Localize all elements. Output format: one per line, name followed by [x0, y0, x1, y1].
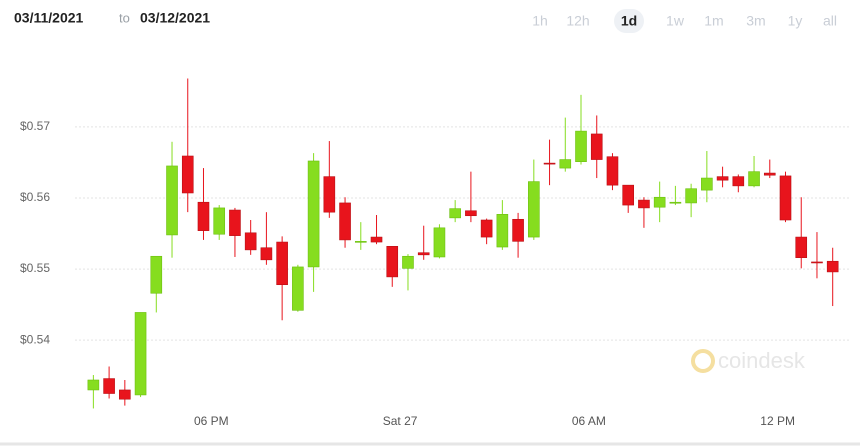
candle-body [622, 184, 635, 206]
candle-body [386, 246, 399, 278]
candle-body [779, 175, 792, 221]
candle-body [354, 241, 367, 243]
candle-body [103, 378, 115, 394]
plot-area: $0.54 $0.55 $0.56 $0.57 06 PM Sat 27 06 AM 12 P… [20, 78, 850, 428]
candle-body [181, 155, 194, 194]
candle-body [716, 176, 729, 181]
candle-body [433, 227, 446, 258]
candle-body [496, 214, 509, 248]
date-from: 03/11/2021 [14, 10, 84, 26]
candle-body [166, 165, 178, 236]
range-button[interactable]: 1w [666, 13, 685, 29]
candle-body [811, 261, 823, 264]
candle-body [606, 156, 619, 186]
candle-body [590, 133, 603, 160]
range-button[interactable]: 1y [788, 13, 803, 29]
candle-body [197, 201, 210, 231]
x-tick-label: 12 PM [760, 414, 795, 428]
range-button[interactable]: 3m [746, 13, 765, 29]
candle-body [559, 159, 572, 169]
range-button[interactable]: all [823, 13, 837, 29]
candle-body [685, 188, 697, 204]
candle-body [339, 202, 351, 241]
candle-body [653, 196, 666, 208]
range-button[interactable]: 12h [566, 13, 589, 29]
watermark: coindesk [718, 348, 806, 373]
watermark-logo [691, 349, 715, 373]
x-tick-label: Sat 27 [383, 414, 418, 428]
y-tick-label: $0.56 [20, 190, 50, 204]
candle-body [244, 232, 257, 251]
candle-body [669, 201, 682, 204]
candle-body [134, 312, 147, 396]
y-tick-label: $0.54 [20, 332, 50, 346]
candle-body [119, 389, 131, 400]
candle-body [276, 241, 288, 286]
candle-body [402, 255, 414, 269]
candle-body [213, 207, 226, 235]
candle-body [732, 176, 745, 187]
candle-body [229, 209, 241, 236]
range-button[interactable]: 1m [704, 13, 723, 29]
y-tick-label: $0.55 [20, 261, 50, 275]
candle-body [449, 208, 461, 219]
range-button[interactable]: 1h [532, 13, 548, 29]
candle-body [87, 379, 100, 391]
candle-body [370, 236, 383, 243]
candle-body [795, 236, 808, 258]
x-tick-label: 06 AM [572, 414, 606, 428]
candle-body [260, 247, 273, 261]
candle-body [528, 181, 540, 238]
y-tick-label: $0.57 [20, 119, 50, 133]
date-separator: to [119, 10, 130, 25]
candle-body [763, 172, 776, 176]
candle-body [480, 219, 493, 238]
candle-body [543, 162, 556, 165]
candle-body [307, 160, 320, 268]
candle-body [701, 177, 713, 191]
candle-body [826, 260, 839, 273]
candle-body [323, 176, 336, 213]
candle-body [417, 252, 430, 256]
range-selector: 1h 12h 1d 1w 1m 3m 1y all [532, 9, 837, 33]
candle-body [575, 130, 587, 162]
candle-body [638, 199, 650, 209]
candle-body [150, 255, 163, 294]
candle-body [465, 210, 477, 217]
candle-body [512, 218, 524, 242]
candle-body [748, 171, 760, 187]
date-to: 03/12/2021 [140, 10, 210, 26]
range-selected-bg [614, 9, 644, 33]
x-tick-label: 06 PM [194, 414, 229, 428]
range-button[interactable]: 1d [621, 13, 637, 29]
candle-body [292, 266, 304, 311]
